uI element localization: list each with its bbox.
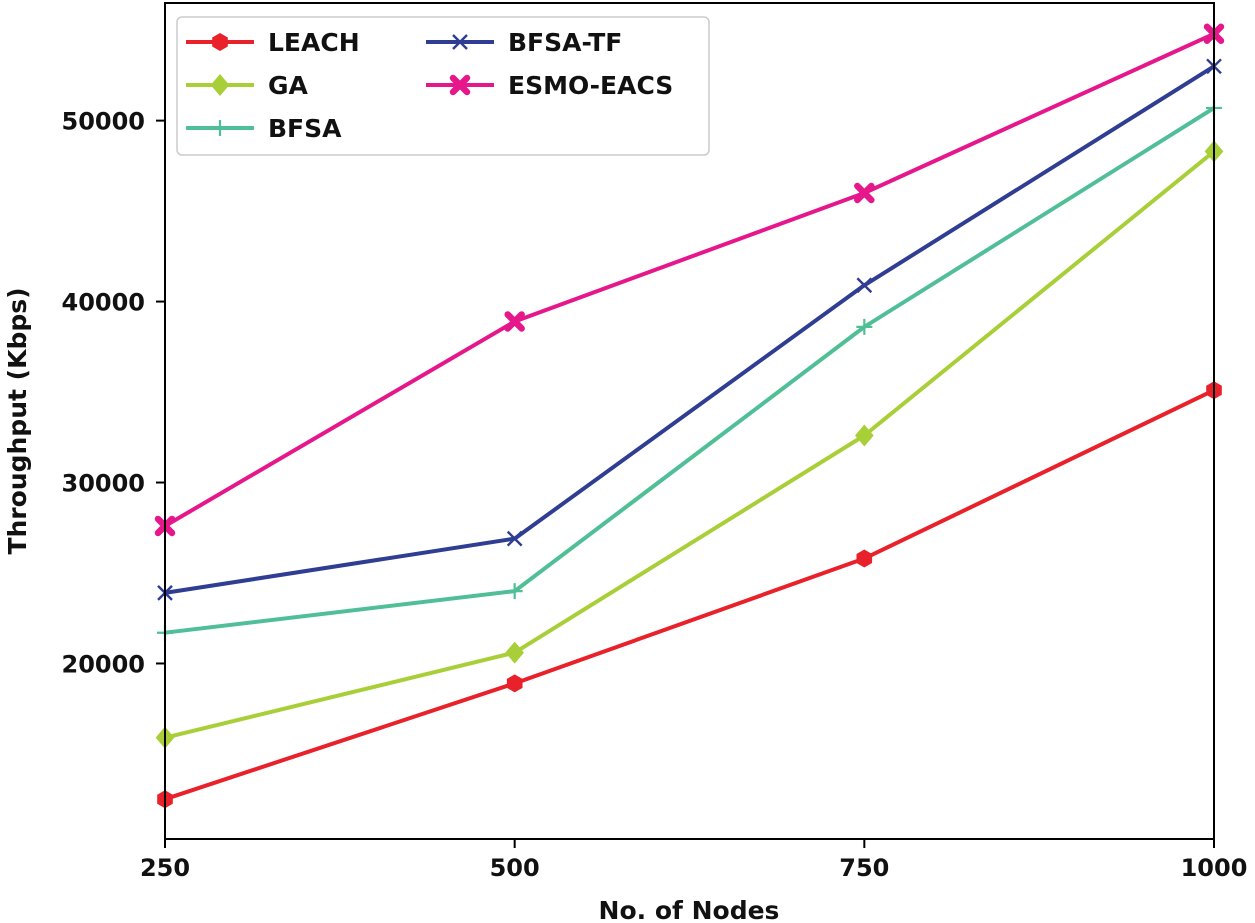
x-tick-label: 1000 xyxy=(1181,854,1248,882)
legend-marker xyxy=(212,120,228,136)
x-axis-label: No. of Nodes xyxy=(599,896,780,923)
x-tick-label: 750 xyxy=(839,854,889,882)
data-point xyxy=(856,277,873,294)
ticks-layer: 250 500 750 1000 20000 30000 40000 50000 xyxy=(62,108,1248,882)
data-point xyxy=(504,311,525,332)
series-line xyxy=(164,106,1216,635)
legend-item-bfsa: BFSA xyxy=(186,114,342,143)
legend-label: BFSA xyxy=(268,114,342,143)
data-point xyxy=(505,641,525,664)
y-tick-label: 30000 xyxy=(62,470,146,498)
data-point xyxy=(856,318,873,335)
data-point xyxy=(506,674,523,693)
y-axis-label: Throughput (Kbps) xyxy=(3,287,32,554)
legend-label: GA xyxy=(268,71,309,100)
data-point xyxy=(854,182,875,204)
series-line xyxy=(164,149,1216,740)
y-tick-label: 50000 xyxy=(62,108,146,136)
y-tick-label: 20000 xyxy=(62,650,146,678)
legend-label: LEACH xyxy=(268,28,360,57)
legend: LEACH GA BFSA BFSA-TF ESMO-EACS xyxy=(176,16,710,156)
legend-marker xyxy=(452,34,468,50)
x-tick-label: 500 xyxy=(490,854,540,882)
series-line xyxy=(164,64,1216,595)
legend-marker xyxy=(449,74,471,96)
legend-marker xyxy=(212,33,228,51)
legend-item-leach: LEACH xyxy=(186,28,360,57)
legend-label: BFSA-TF xyxy=(508,28,622,57)
series-leach xyxy=(157,381,1222,809)
series-bfsa xyxy=(157,99,1222,641)
series-line xyxy=(163,31,1215,528)
legend-item-ga: GA xyxy=(186,71,309,100)
series-line xyxy=(164,388,1215,802)
plot-frame xyxy=(164,2,1215,840)
legend-marker xyxy=(210,74,230,96)
x-tick-label: 250 xyxy=(140,854,190,882)
data-point xyxy=(856,549,873,568)
legend-label: ESMO-EACS xyxy=(508,71,673,100)
data-point xyxy=(506,583,523,600)
legend-item-bfsa-tf: BFSA-TF xyxy=(426,28,622,57)
legend-item-esmo-eacs: ESMO-EACS xyxy=(426,71,673,100)
y-tick-label: 40000 xyxy=(62,289,146,317)
data-point xyxy=(506,530,523,547)
series-ga xyxy=(155,140,1224,749)
data-point xyxy=(854,424,874,447)
